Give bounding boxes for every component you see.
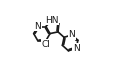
Text: N: N [34,22,41,31]
Text: Cl: Cl [42,40,50,49]
Text: N: N [73,44,80,53]
Text: HN: HN [45,16,58,25]
Text: N: N [68,30,75,39]
